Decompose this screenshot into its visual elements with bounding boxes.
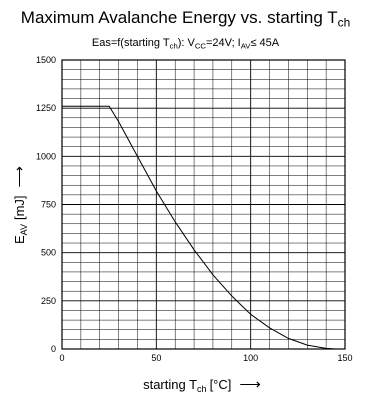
y-tick-label: 750 [41, 200, 56, 210]
subtitle-part-3: CC [194, 41, 206, 51]
x-tick-label: 0 [59, 353, 64, 363]
x-tick-labels: 0 50 100 150 [59, 353, 352, 363]
major-grid [62, 60, 345, 349]
y-tick-label: 250 [41, 296, 56, 306]
y-tick-label: 0 [51, 344, 56, 354]
y-axis-label-sub: AV [19, 224, 29, 235]
y-axis-label-unit: [mJ] [12, 195, 27, 220]
subtitle-part-0: Eas=f(starting T [91, 37, 170, 49]
x-tick-label: 100 [243, 353, 258, 363]
title-sub: ch [337, 15, 351, 30]
chart-subtitle: Eas=f(starting Tch): VCC=24V; IAV≤ 45A [0, 36, 371, 50]
y-tick-label: 1000 [36, 151, 56, 161]
y-tick-label: 1500 [36, 55, 56, 65]
x-tick-label: 150 [337, 353, 352, 363]
x-axis-label: starting Tch [°C] ⟶ [143, 376, 261, 394]
y-tick-label: 1250 [36, 103, 56, 113]
plot-frame [61, 59, 346, 350]
y-axis-label-arrow: ⟶ [11, 166, 28, 188]
subtitle-part-5: AV [240, 41, 251, 51]
y-axis-label: EAV [mJ] ⟶ [11, 166, 29, 244]
subtitle-part-2: ): V [177, 37, 195, 49]
y-axis-label-main: E [12, 235, 27, 244]
y-tick-label: 500 [41, 248, 56, 258]
subtitle-part-4: =24V; I [205, 37, 241, 49]
series-line [62, 105, 336, 350]
x-axis-label-arrow: ⟶ [239, 376, 261, 393]
subtitle-part-6: ≤ 45A [250, 37, 280, 49]
x-axis-label-unit: [°C] [210, 377, 232, 392]
x-axis-label-sub: ch [197, 384, 207, 394]
y-tick-labels: 0 250 500 750 1000 1250 1500 [36, 55, 56, 354]
chart-title: Maximum Avalanche Energy vs. starting Tc… [0, 8, 371, 30]
x-axis-label-main: starting T [143, 377, 197, 392]
title-main: Maximum Avalanche Energy vs. starting T [20, 8, 338, 27]
subtitle-part-1: ch [169, 41, 178, 51]
x-tick-label: 50 [151, 353, 161, 363]
